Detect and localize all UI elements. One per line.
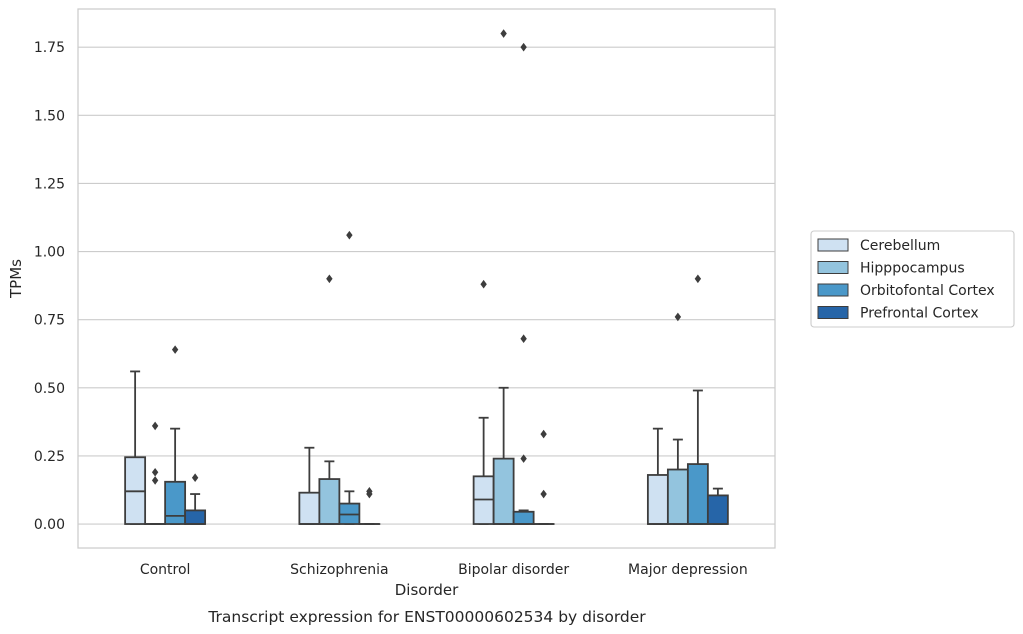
outlier-point	[520, 454, 527, 463]
outlier-point	[171, 345, 179, 354]
outlier-point	[346, 230, 353, 240]
box-3-0	[184, 473, 207, 525]
outlier-point	[540, 489, 547, 499]
box-2-1	[338, 230, 361, 525]
outlier-point	[151, 421, 159, 431]
box-body	[184, 509, 207, 525]
legend-swatch	[817, 238, 849, 252]
outlier-point	[520, 334, 527, 344]
y-tick-label: 1.75	[34, 40, 65, 56]
box-body	[512, 510, 535, 525]
x-tick-label: Schizophrenia	[290, 562, 388, 578]
box-3-2	[532, 429, 555, 525]
box-body	[646, 474, 669, 525]
x-axis-label: Disorder	[395, 581, 459, 599]
outlier-point	[151, 467, 159, 477]
grid-lines	[78, 46, 775, 525]
box-0-0	[124, 370, 147, 525]
legend: Cerebellum Hipppocampus Orbitofontal Corte…	[810, 230, 1015, 328]
y-tick-label: 1.50	[34, 108, 65, 124]
box-2-0	[164, 345, 187, 525]
outlier-point	[151, 476, 159, 485]
legend-label: Hipppocampus	[860, 261, 965, 277]
y-tick-label: 1.25	[34, 176, 65, 192]
box-1-0	[144, 421, 167, 525]
box-body	[666, 468, 689, 525]
outlier-point	[366, 487, 373, 496]
y-axis-label: TPMs	[7, 259, 25, 299]
y-tick-label: 0.50	[34, 381, 65, 397]
box-1-2	[492, 29, 515, 525]
legend-swatch	[817, 261, 849, 274]
box-0-3	[646, 427, 669, 525]
x-tick-label: Bipolar disorder	[458, 562, 569, 578]
y-tick-label: 0.75	[34, 313, 65, 329]
x-axis-ticks: Control Schizophrenia Bipolar disorder Majo…	[140, 562, 748, 578]
box-2-2	[512, 42, 535, 525]
box-0-1	[298, 446, 321, 525]
legend-frame	[810, 230, 1015, 328]
outlier-point	[480, 279, 487, 289]
box-body	[706, 494, 729, 525]
box-body	[686, 463, 709, 525]
box-body	[298, 491, 321, 525]
outlier-point	[540, 429, 547, 439]
outlier-point	[326, 274, 333, 284]
box-body	[492, 457, 515, 525]
outlier-point	[694, 274, 702, 284]
y-axis-ticks: 0.00 0.25 0.50 0.75 1.00 1.25 1.50 1.75	[34, 40, 65, 533]
legend-label: Cerebellum	[860, 238, 940, 254]
legend-swatch	[817, 283, 849, 297]
y-tick-label: 1.00	[34, 245, 65, 261]
y-tick-label: 0.00	[34, 517, 65, 533]
plot-frame	[77, 8, 776, 549]
box-plot-marks	[124, 29, 729, 525]
box-1-1	[318, 274, 341, 525]
chart-caption: Transcript expression for ENST0000060253…	[207, 608, 646, 626]
y-tick-label: 0.25	[34, 449, 65, 465]
outlier-point	[674, 312, 682, 322]
outlier-point	[520, 42, 527, 52]
box-body	[164, 480, 187, 525]
legend-label: Orbitofontal Cortex	[860, 283, 995, 299]
legend-label: Prefrontal Cortex	[860, 306, 979, 322]
x-tick-label: Major depression	[628, 562, 748, 578]
outlier-point	[500, 29, 507, 38]
x-tick-label: Control	[140, 562, 191, 578]
box-3-3	[706, 487, 729, 525]
box-0-2	[472, 279, 495, 525]
box-1-3	[666, 312, 689, 525]
box-body	[318, 478, 341, 525]
outlier-point	[191, 473, 199, 482]
box-2-3	[686, 274, 709, 525]
legend-swatch	[817, 306, 849, 319]
box-3-1	[358, 487, 381, 525]
